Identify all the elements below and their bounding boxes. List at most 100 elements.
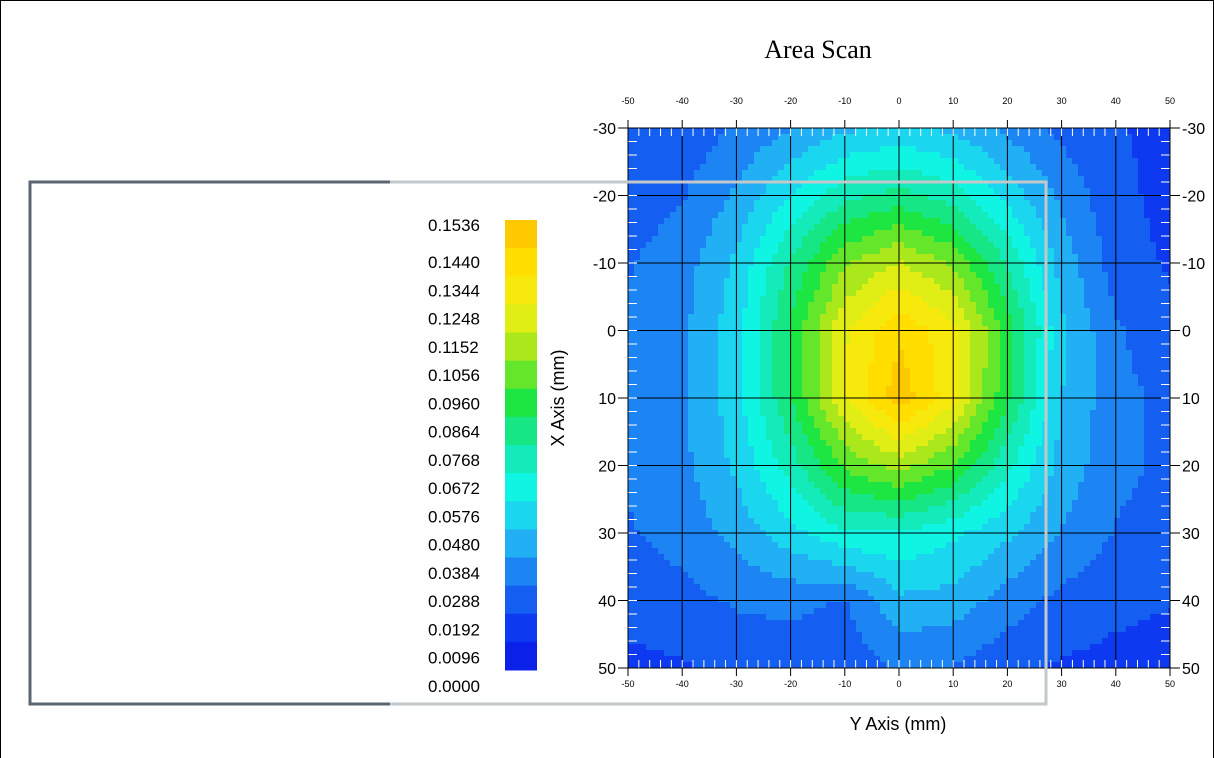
- heat-cell: [772, 452, 779, 459]
- heat-cell: [1012, 224, 1019, 231]
- heat-cell: [778, 326, 785, 333]
- heat-cell: [1108, 410, 1115, 417]
- heat-cell: [1030, 296, 1037, 303]
- heat-cell: [970, 332, 977, 339]
- heat-cell: [736, 236, 743, 243]
- heat-cell: [1108, 230, 1115, 237]
- heat-cell: [904, 398, 911, 405]
- heat-cell: [748, 422, 755, 429]
- heat-cell: [778, 452, 785, 459]
- heat-cell: [790, 266, 797, 273]
- heat-cell: [916, 128, 923, 135]
- heat-cell: [1120, 416, 1127, 423]
- heat-cell: [1066, 128, 1073, 135]
- heat-cell: [700, 326, 707, 333]
- heat-cell: [994, 356, 1001, 363]
- heat-cell: [802, 128, 809, 135]
- heat-cell: [664, 182, 671, 189]
- heat-cell: [676, 368, 683, 375]
- heat-cell: [874, 266, 881, 273]
- heat-cell: [730, 140, 737, 147]
- heat-cell: [1072, 278, 1079, 285]
- heat-cell: [706, 170, 713, 177]
- heat-cell: [964, 140, 971, 147]
- colorbar-swatch: [505, 445, 537, 474]
- heat-cell: [778, 146, 785, 153]
- heat-cell: [832, 422, 839, 429]
- heat-cell: [712, 320, 719, 327]
- heat-cell: [946, 218, 953, 225]
- heat-cell: [724, 338, 731, 345]
- heat-cell: [1126, 242, 1133, 249]
- heat-cell: [658, 236, 665, 243]
- heat-cell: [1060, 290, 1067, 297]
- heat-cell: [874, 362, 881, 369]
- heat-cell: [964, 302, 971, 309]
- heat-cell: [1126, 164, 1133, 171]
- heat-cell: [670, 350, 677, 357]
- heat-cell: [796, 314, 803, 321]
- heat-cell: [754, 428, 761, 435]
- heat-cell: [658, 386, 665, 393]
- heat-cell: [748, 128, 755, 135]
- heat-cell: [904, 308, 911, 315]
- heat-cell: [994, 374, 1001, 381]
- heat-cell: [742, 254, 749, 261]
- heat-cell: [772, 446, 779, 453]
- heat-cell: [640, 374, 647, 381]
- heat-cell: [1084, 194, 1091, 201]
- heat-cell: [790, 362, 797, 369]
- heat-cell: [802, 440, 809, 447]
- colorbar-label: 0.1056: [428, 366, 480, 385]
- heat-cell: [1168, 446, 1171, 453]
- heat-cell: [922, 134, 929, 141]
- heat-cell: [898, 224, 905, 231]
- heat-cell: [1126, 368, 1133, 375]
- heat-cell: [874, 404, 881, 411]
- colorbar-label: 0.0960: [428, 394, 480, 413]
- heat-cell: [1066, 440, 1073, 447]
- heat-cell: [784, 170, 791, 177]
- heat-cell: [652, 290, 659, 297]
- heat-cell: [688, 176, 695, 183]
- heat-cell: [670, 230, 677, 237]
- heat-cell: [1030, 236, 1037, 243]
- heat-cell: [1084, 344, 1091, 351]
- heat-cell: [1060, 188, 1067, 195]
- heat-cell: [970, 392, 977, 399]
- heat-cell: [898, 134, 905, 141]
- heat-cell: [694, 248, 701, 255]
- heat-cell: [658, 152, 665, 159]
- heat-cell: [952, 218, 959, 225]
- heat-cell: [862, 380, 869, 387]
- heat-cell: [628, 320, 635, 327]
- heat-cell: [988, 440, 995, 447]
- heat-cell: [1036, 254, 1043, 261]
- heat-cell: [742, 314, 749, 321]
- heat-cell: [1162, 416, 1169, 423]
- heat-cell: [886, 350, 893, 357]
- heat-cell: [1126, 410, 1133, 417]
- heat-cell: [664, 218, 671, 225]
- heat-cell: [1120, 236, 1127, 243]
- heat-cell: [910, 248, 917, 255]
- heat-cell: [730, 158, 737, 165]
- heat-cell: [1030, 398, 1037, 405]
- heat-cell: [1090, 392, 1097, 399]
- heat-cell: [940, 428, 947, 435]
- heat-cell: [1066, 164, 1073, 171]
- heat-cell: [898, 266, 905, 273]
- heat-cell: [850, 440, 857, 447]
- heat-cell: [880, 224, 887, 231]
- heat-cell: [964, 428, 971, 435]
- heat-cell: [988, 386, 995, 393]
- heat-cell: [1168, 416, 1171, 423]
- heat-cell: [1036, 326, 1043, 333]
- heat-cell: [700, 206, 707, 213]
- heat-cell: [1126, 320, 1133, 327]
- heat-cell: [862, 332, 869, 339]
- heat-cell: [1048, 338, 1055, 345]
- heat-cell: [1078, 272, 1085, 279]
- heat-cell: [826, 338, 833, 345]
- heat-cell: [1132, 236, 1139, 243]
